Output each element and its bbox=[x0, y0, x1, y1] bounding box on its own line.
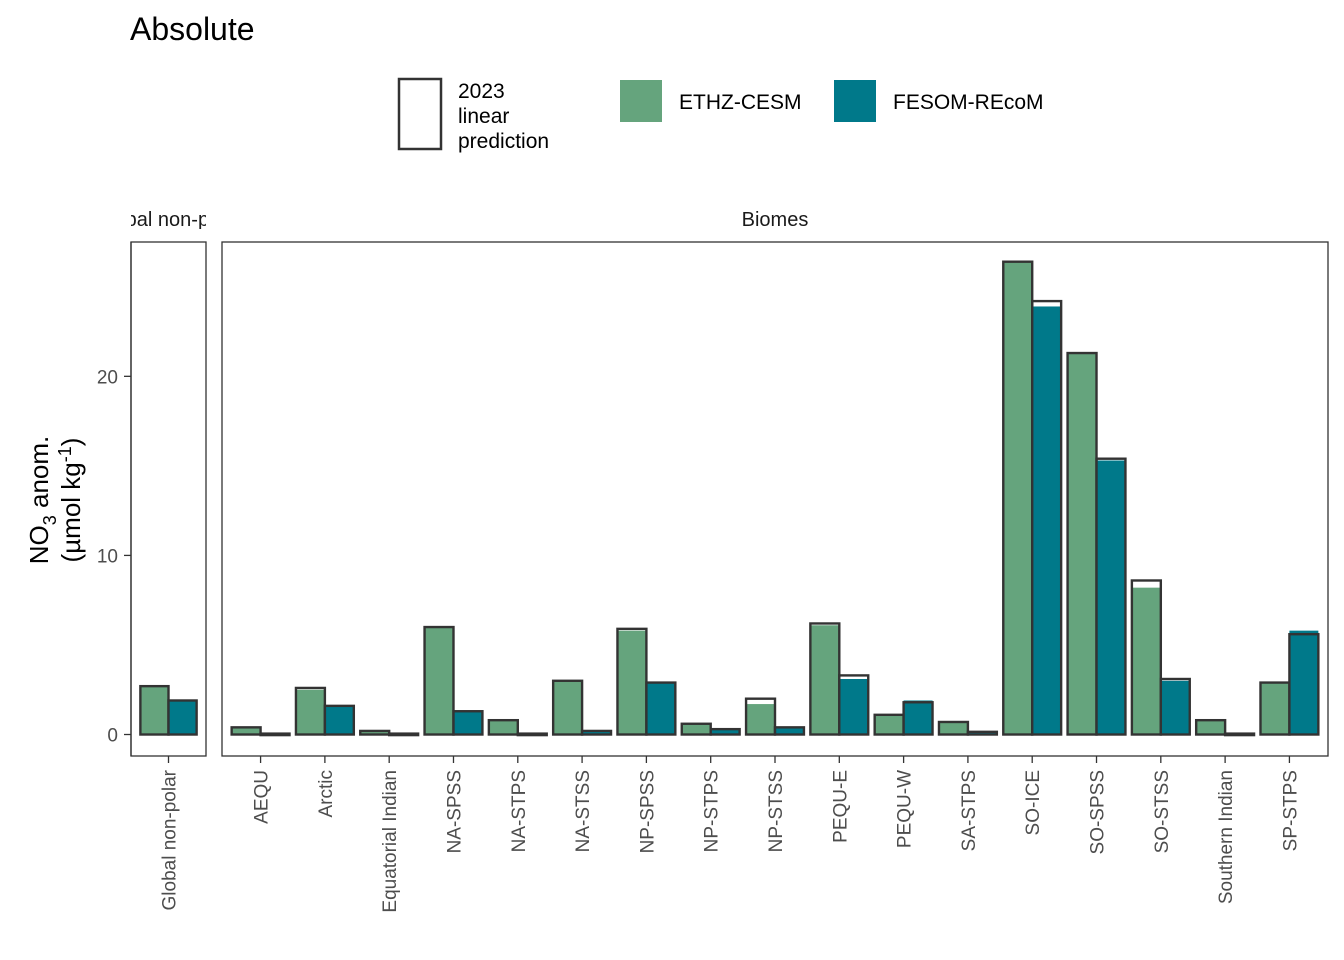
panel-biomes: Biomes AEQU Arctic Equatorial Indian NA-SPSS… bbox=[221, 209, 1329, 913]
y-tick-label: 10 bbox=[97, 546, 118, 567]
x-tick-label: PEQU-E bbox=[830, 770, 851, 843]
prediction-outline-fesom-recom bbox=[1223, 732, 1256, 737]
bar-fesom-recom bbox=[839, 678, 869, 735]
y-tick-label: 20 bbox=[97, 367, 118, 388]
chart-title: Absolute bbox=[130, 11, 255, 47]
prediction-outline-fesom-recom bbox=[773, 726, 806, 736]
legend-label-prediction: 2023 linear prediction bbox=[458, 80, 549, 153]
bar-fesom-recom bbox=[1032, 306, 1062, 735]
legend: 2023 linear prediction ETHZ-CESM FESOM-R… bbox=[397, 77, 1044, 153]
legend-label-ethz-cesm: ETHZ-CESM bbox=[679, 91, 802, 114]
y-tick-label: 0 bbox=[107, 726, 118, 747]
x-tick-label: AEQU bbox=[252, 770, 273, 824]
bar-ethz-cesm bbox=[553, 680, 583, 735]
bar-ethz-cesm bbox=[1131, 587, 1161, 735]
bar-ethz-cesm bbox=[874, 714, 904, 735]
prediction-outline-ethz-cesm bbox=[744, 697, 777, 736]
prediction-outline-ethz-cesm bbox=[1194, 718, 1227, 736]
prediction-outline-fesom-recom bbox=[966, 730, 999, 736]
bar-ethz-cesm bbox=[681, 723, 711, 735]
panels: Global non-polar Global non-polar Biomes AE… bbox=[95, 209, 1329, 913]
panel-global-non-polar: Global non-polar Global non-polar bbox=[95, 209, 243, 910]
bar-ethz-cesm bbox=[231, 727, 261, 735]
y-axis-title-units: (µmol kg-1) bbox=[55, 438, 86, 563]
bar-fesom-recom bbox=[168, 700, 197, 735]
prediction-outline-ethz-cesm bbox=[487, 718, 519, 736]
prediction-outline-fesom-recom bbox=[516, 732, 548, 737]
y-axis-title: NO3 anom. bbox=[24, 436, 60, 565]
bar-fesom-recom bbox=[1160, 680, 1190, 735]
bar-ethz-cesm bbox=[617, 630, 647, 735]
bar-ethz-cesm bbox=[1196, 720, 1226, 735]
prediction-outline-fesom-recom bbox=[645, 681, 677, 736]
legend-key-prediction bbox=[397, 77, 443, 151]
bar-fesom-recom bbox=[967, 731, 997, 735]
x-tick-label: SA-STPS bbox=[959, 770, 980, 851]
bar-fesom-recom bbox=[646, 682, 676, 735]
x-tick-label: NA-STPS bbox=[509, 770, 530, 852]
bar-fesom-recom bbox=[903, 700, 933, 735]
prediction-outline-fesom-recom bbox=[580, 729, 613, 736]
bar-ethz-cesm bbox=[360, 730, 390, 735]
bar-ethz-cesm bbox=[1260, 682, 1290, 735]
bar-ethz-cesm bbox=[938, 721, 968, 735]
legend-label-fesom-recom: FESOM-REcoM bbox=[893, 91, 1044, 114]
legend-key-ethz-cesm bbox=[620, 80, 662, 122]
prediction-outline-ethz-cesm bbox=[1130, 579, 1163, 736]
prediction-outline-ethz-cesm bbox=[230, 726, 262, 736]
x-tick-label: SO-STSS bbox=[1152, 770, 1173, 853]
x-tick-label: PEQU-W bbox=[895, 770, 916, 848]
bar-ethz-cesm bbox=[424, 627, 454, 735]
x-tick-label: NP-STSS bbox=[766, 770, 787, 852]
x-tick-label: Southern Indian bbox=[1216, 770, 1237, 904]
prediction-outline-fesom-recom bbox=[1159, 677, 1191, 736]
x-tick-label: Arctic bbox=[316, 770, 337, 818]
prediction-outline-ethz-cesm bbox=[551, 679, 584, 736]
prediction-outline-fesom-recom bbox=[1031, 299, 1063, 736]
bar-fesom-recom bbox=[710, 729, 740, 735]
bar-fesom-recom bbox=[1289, 630, 1319, 735]
prediction-outline-fesom-recom bbox=[259, 732, 291, 737]
prediction-outline-fesom-recom bbox=[838, 674, 870, 736]
prediction-outline-fesom-recom bbox=[387, 732, 420, 737]
x-tick-label: SP-STPS bbox=[1280, 770, 1301, 851]
x-tick-label: SO-ICE bbox=[1023, 770, 1044, 835]
bar-fesom-recom bbox=[582, 730, 612, 735]
strip-label: Global non-polar bbox=[95, 209, 243, 231]
bar-ethz-cesm bbox=[810, 625, 840, 735]
prediction-outline-fesom-recom bbox=[323, 704, 356, 736]
x-tick-label: NA-STSS bbox=[573, 770, 594, 852]
prediction-outline-fesom-recom bbox=[902, 701, 934, 736]
bar-fesom-recom bbox=[453, 711, 483, 735]
prediction-outline-fesom-recom bbox=[452, 710, 484, 736]
prediction-outline-fesom-recom bbox=[1288, 633, 1320, 736]
strip-label: Biomes bbox=[742, 209, 809, 231]
bar-ethz-cesm bbox=[488, 720, 518, 735]
x-tick-label: SO-SPSS bbox=[1088, 770, 1109, 854]
x-tick-label: Equatorial Indian bbox=[380, 770, 401, 913]
prediction-outline-ethz-cesm bbox=[423, 625, 455, 736]
panel-border bbox=[130, 241, 207, 757]
bar-fesom-recom bbox=[324, 705, 354, 735]
bar-ethz-cesm bbox=[295, 689, 325, 735]
y-axis: 0 10 20 bbox=[97, 242, 132, 756]
x-tick-label: NP-STPS bbox=[702, 770, 723, 852]
x-tick-label: NA-SPSS bbox=[444, 770, 465, 853]
prediction-outline-ethz-cesm bbox=[937, 720, 970, 736]
bar-ethz-cesm bbox=[746, 704, 775, 735]
prediction-outline-fesom-recom bbox=[709, 727, 741, 736]
prediction-outline-fesom-recom bbox=[1095, 457, 1127, 736]
legend-key-fesom-recom bbox=[834, 80, 876, 122]
bar-ethz-cesm bbox=[140, 686, 169, 735]
bar-ethz-cesm bbox=[1067, 353, 1097, 735]
prediction-outline-fesom-recom bbox=[167, 699, 198, 736]
bar-ethz-cesm bbox=[1003, 261, 1033, 735]
x-tick-label: NP-SPSS bbox=[637, 770, 658, 853]
bar-fesom-recom bbox=[775, 727, 804, 735]
bar-fesom-recom bbox=[1096, 460, 1126, 735]
x-tick-label: Global non-polar bbox=[160, 769, 181, 910]
